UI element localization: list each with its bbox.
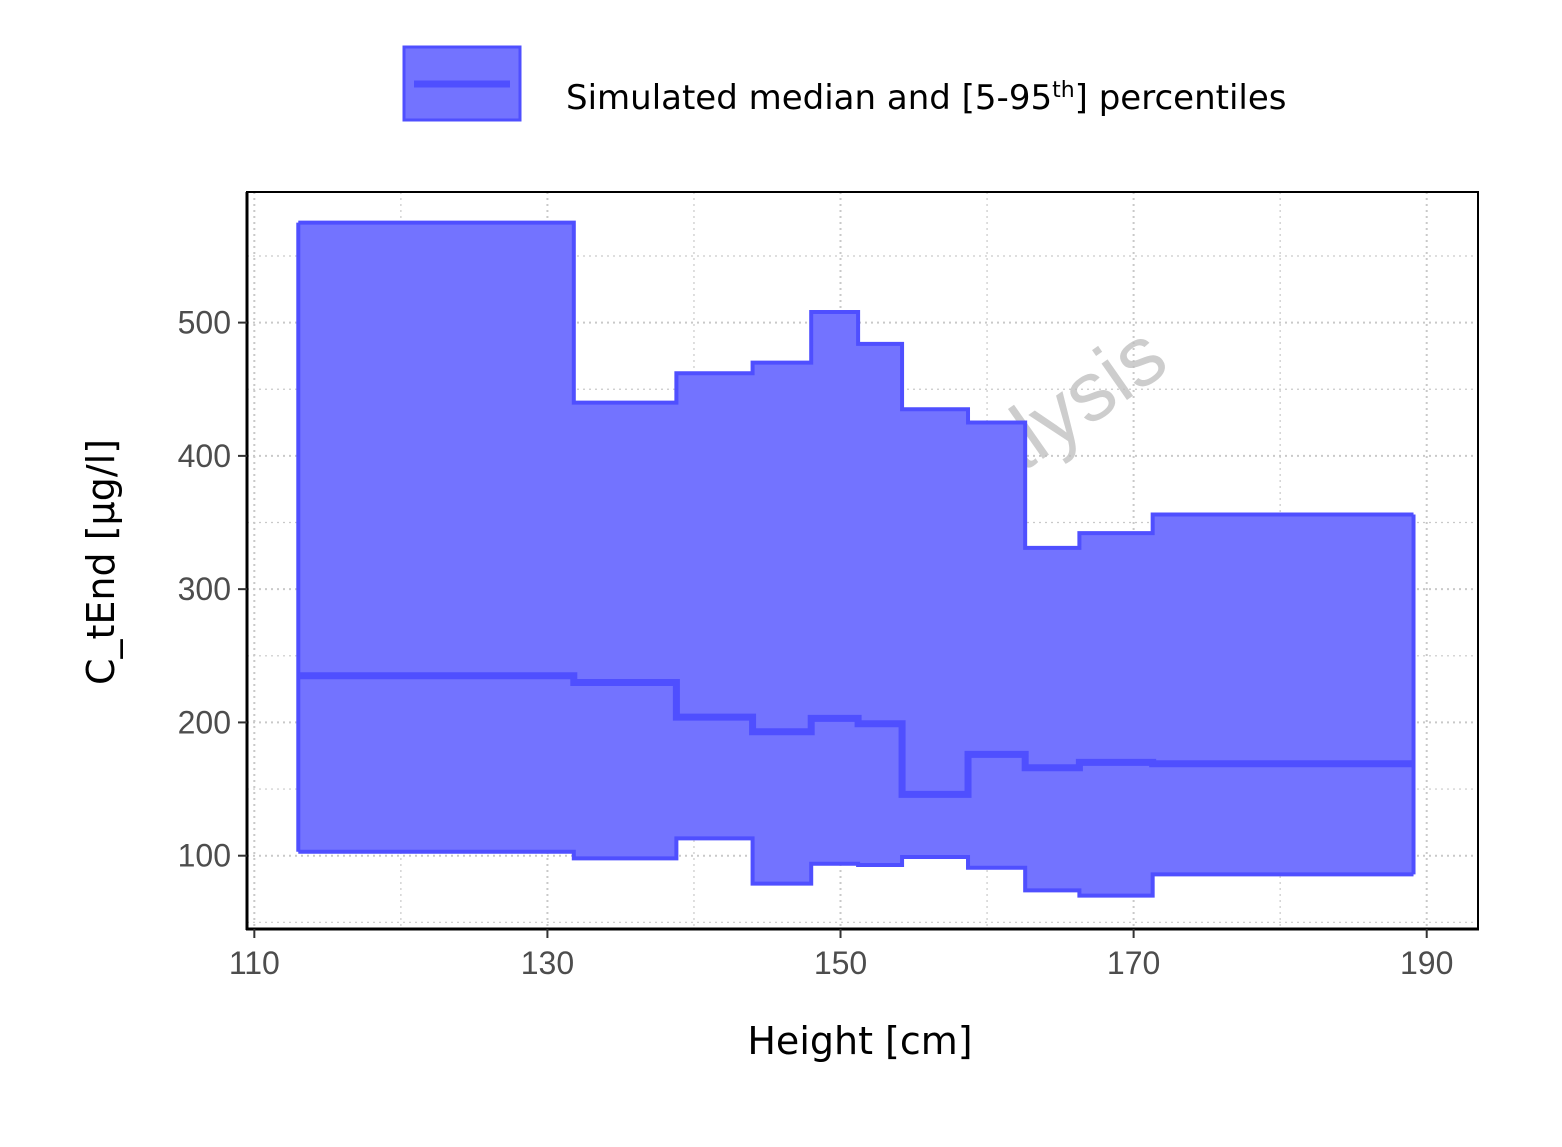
legend-label: Simulated median and [5-95th] percentile… [566, 78, 1286, 118]
legend-label-prefix: Simulated median and [5-95 [566, 78, 1052, 118]
percentile-band [298, 222, 1414, 896]
x-axis-title: Height [cm] [747, 1019, 972, 1063]
x-tick-label: 190 [1400, 945, 1453, 981]
p5-line [298, 836, 1414, 898]
y-tick-label: 200 [178, 704, 231, 740]
axes: 110 130 150 170 190 100 200 300 400 500 [178, 192, 1479, 981]
p95-line [298, 220, 1414, 550]
median-line [298, 672, 1414, 798]
legend-label-suffix: ] percentiles [1075, 78, 1287, 118]
y-tick-label: 100 [178, 838, 231, 874]
y-tick-label: 500 [178, 305, 231, 341]
y-tick-label: 400 [178, 438, 231, 474]
x-tick-label: 170 [1107, 945, 1160, 981]
y-tick-label: 300 [178, 571, 231, 607]
y-axis-title: C_tEnd [µg/l] [79, 439, 123, 685]
legend-label-superscript: th [1052, 78, 1075, 103]
plot-marks [296, 220, 1416, 898]
x-tick-label: 130 [521, 945, 574, 981]
legend: Simulated median and [5-95th] percentile… [402, 45, 1286, 122]
x-tick-label: 110 [229, 945, 280, 981]
x-tick-label: 150 [814, 945, 867, 981]
